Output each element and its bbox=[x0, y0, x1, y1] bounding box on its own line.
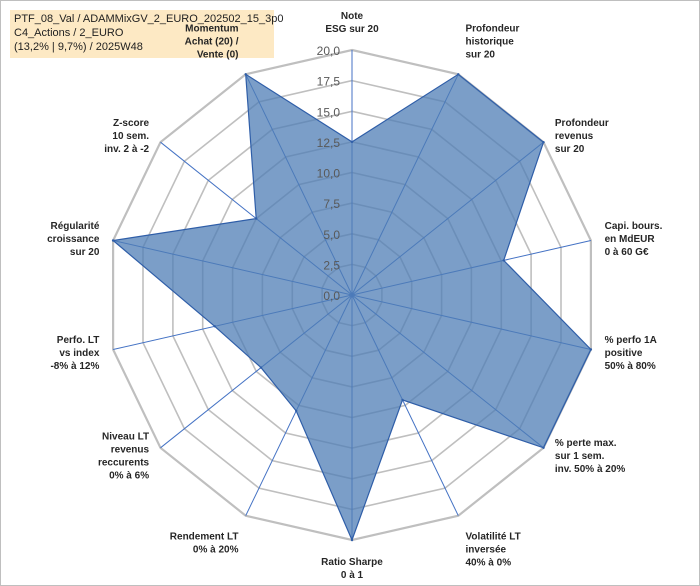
axis-label: Note ESG sur 20 bbox=[325, 11, 379, 35]
axis-label-line: Z-score bbox=[113, 118, 150, 129]
axis-label-line: % perte max. bbox=[555, 438, 617, 449]
series-point bbox=[542, 446, 545, 449]
axis-label-line: Note bbox=[341, 11, 364, 22]
series-point bbox=[350, 140, 354, 144]
portfolio-title: PTF_08_Val / ADAMMixGV_2_EURO_202502_15_… bbox=[14, 13, 284, 25]
axis-label-line: Achat (20) / bbox=[185, 37, 239, 48]
axis-label: % perte max. sur 1 sem. inv. 50% à 20% bbox=[555, 438, 626, 475]
tick-label: 10,0 bbox=[317, 167, 341, 181]
series-point bbox=[350, 538, 354, 542]
tick-label: 7,5 bbox=[323, 197, 340, 211]
axis-label-line: 40% à 0% bbox=[466, 558, 512, 569]
axis-label: Volatilité LT inversée 40% à 0% bbox=[466, 532, 521, 569]
axis-label-line: positive bbox=[605, 348, 643, 359]
axis-label-line: Perfo. LT bbox=[57, 335, 100, 346]
radial-tick-labels: 0,0 2,5 5,0 7,5 10,0 12,5 15,0 17,5 20,0 bbox=[317, 44, 341, 303]
axis-label-line: sur 20 bbox=[70, 247, 100, 258]
axis-label-line: -8% à 12% bbox=[50, 361, 99, 372]
tick-label: 20,0 bbox=[317, 44, 341, 58]
axis-label-line: sur 20 bbox=[466, 50, 496, 61]
axis-label: Régularité croissance sur 20 bbox=[47, 221, 100, 258]
tick-label: 17,5 bbox=[317, 75, 341, 89]
axis-label-line: Ratio Sharpe bbox=[321, 557, 383, 568]
axis-label-line: % perfo 1A bbox=[605, 335, 657, 346]
axis-label-line: ESG sur 20 bbox=[325, 24, 379, 35]
axis-label: Rendement LT 0% à 20% bbox=[170, 532, 239, 556]
axis-label-line: 10 sem. bbox=[112, 131, 149, 142]
portfolio-category: C4_Actions / 2_EURO bbox=[14, 27, 124, 39]
axis-label-line: Momentum bbox=[185, 24, 238, 35]
series-point bbox=[295, 409, 298, 413]
tick-label: 5,0 bbox=[323, 228, 340, 242]
axis-label-line: 50% à 80% bbox=[605, 361, 656, 372]
series-point bbox=[502, 259, 505, 262]
tick-label: 12,5 bbox=[317, 136, 341, 150]
axis-label-line: inv. 50% à 20% bbox=[555, 464, 626, 475]
axis-label-line: revenus bbox=[555, 131, 594, 142]
axis-label: Momentum Achat (20) / Vente (0) bbox=[185, 24, 239, 61]
series-area bbox=[111, 73, 592, 542]
axis-label-line: 0% à 20% bbox=[193, 545, 239, 556]
axis-label-line: Régularité bbox=[50, 221, 99, 232]
portfolio-info-box: PTF_08_Val / ADAMMixGV_2_EURO_202502_15_… bbox=[10, 10, 284, 58]
axis-label-line: Rendement LT bbox=[170, 532, 239, 543]
axis-label-line: 0 à 60 G€ bbox=[605, 247, 649, 258]
axis-label: Capi. bours. en MdEUR 0 à 60 G€ bbox=[605, 221, 663, 258]
series-point bbox=[213, 325, 216, 328]
axis-label-line: Niveau LT bbox=[102, 432, 149, 443]
axis-label-line: vs index bbox=[59, 348, 99, 359]
series-point bbox=[255, 217, 258, 220]
radar-series bbox=[111, 73, 593, 542]
axis-label-line: Capi. bours. bbox=[605, 221, 663, 232]
axis-label: Profondeur historique sur 20 bbox=[466, 24, 520, 61]
axis-label-line: inversée bbox=[466, 545, 507, 556]
series-point bbox=[542, 141, 545, 144]
tick-label: 15,0 bbox=[317, 105, 341, 119]
axis-label-line: 0% à 6% bbox=[109, 471, 149, 482]
axis-labels: Note ESG sur 20 Profondeur historique sur 20… bbox=[47, 11, 662, 581]
axis-label-line: 0 à 1 bbox=[341, 570, 364, 581]
series-point bbox=[401, 398, 404, 402]
axis-label: Z-score 10 sem. inv. 2 à -2 bbox=[104, 118, 149, 155]
axis-label: Ratio Sharpe 0 à 1 bbox=[321, 557, 383, 581]
axis-label-line: reccurents bbox=[98, 458, 150, 469]
series-point bbox=[589, 348, 593, 351]
axis-label: Profondeur revenus sur 20 bbox=[555, 118, 609, 155]
tick-label: 2,5 bbox=[323, 258, 340, 272]
axis-label: Niveau LT revenus reccurents 0% à 6% bbox=[98, 432, 150, 482]
axis-label-line: inv. 2 à -2 bbox=[104, 144, 149, 155]
series-point bbox=[111, 239, 115, 242]
axis-label-line: sur 20 bbox=[555, 144, 585, 155]
axis-label-line: croissance bbox=[47, 234, 100, 245]
axis-label: Perfo. LT vs index -8% à 12% bbox=[50, 335, 99, 372]
series-point bbox=[244, 73, 247, 76]
portfolio-performance: (13,2% | 9,7%) / 2025W48 bbox=[14, 41, 143, 53]
axis-label-line: en MdEUR bbox=[605, 234, 656, 245]
axis-label: % perfo 1A positive 50% à 80% bbox=[605, 335, 657, 372]
axis-label-line: Profondeur bbox=[466, 24, 520, 35]
axis-label-line: revenus bbox=[111, 445, 150, 456]
axis-label-line: sur 1 sem. bbox=[555, 451, 605, 462]
series-point bbox=[259, 366, 263, 369]
tick-label: 0,0 bbox=[323, 289, 340, 303]
axis-label-line: Vente (0) bbox=[197, 50, 239, 61]
series-point bbox=[457, 73, 460, 76]
axis-label-line: historique bbox=[466, 37, 515, 48]
axis-label-line: Volatilité LT bbox=[466, 532, 521, 543]
axis-label-line: Profondeur bbox=[555, 118, 609, 129]
